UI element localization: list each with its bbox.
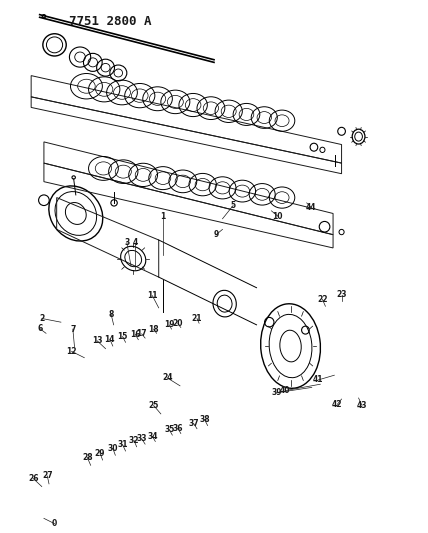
Text: 23: 23 xyxy=(336,290,347,299)
Text: 24: 24 xyxy=(162,373,172,382)
Text: 41: 41 xyxy=(313,375,324,384)
Text: 33: 33 xyxy=(137,434,147,443)
Text: 35: 35 xyxy=(164,425,175,434)
Text: 6: 6 xyxy=(37,324,42,333)
Text: 4: 4 xyxy=(133,238,138,247)
Text: 27: 27 xyxy=(42,471,53,480)
Text: 43: 43 xyxy=(357,401,367,410)
Text: 13: 13 xyxy=(92,336,102,345)
Text: 18: 18 xyxy=(149,325,159,334)
Text: 9: 9 xyxy=(214,230,219,239)
Text: 21: 21 xyxy=(192,314,202,323)
Text: 31: 31 xyxy=(117,440,128,449)
Text: 11: 11 xyxy=(147,291,158,300)
Text: 7: 7 xyxy=(70,325,75,334)
Text: 7751 2800 A: 7751 2800 A xyxy=(69,14,152,28)
Text: 8: 8 xyxy=(108,310,114,319)
Text: 34: 34 xyxy=(147,432,158,441)
Text: 20: 20 xyxy=(172,319,183,328)
Text: 5: 5 xyxy=(231,201,236,210)
Text: 3: 3 xyxy=(124,238,129,247)
Text: 42: 42 xyxy=(332,400,342,409)
Text: 37: 37 xyxy=(188,419,199,428)
Text: 25: 25 xyxy=(149,401,159,410)
Text: 16: 16 xyxy=(130,330,140,339)
Text: 39: 39 xyxy=(272,388,282,397)
Text: 0: 0 xyxy=(52,519,57,528)
Text: 38: 38 xyxy=(199,415,210,424)
Text: 19: 19 xyxy=(164,320,175,329)
Text: 28: 28 xyxy=(82,453,92,462)
Text: 1: 1 xyxy=(160,212,166,221)
Text: 12: 12 xyxy=(66,347,77,356)
Text: 36: 36 xyxy=(172,424,183,433)
Text: 2: 2 xyxy=(39,314,45,323)
Text: 26: 26 xyxy=(28,474,39,483)
Text: 32: 32 xyxy=(129,436,139,445)
Text: 14: 14 xyxy=(104,335,115,344)
Text: 29: 29 xyxy=(95,449,105,458)
Text: 22: 22 xyxy=(317,295,328,304)
Text: 30: 30 xyxy=(107,444,118,453)
Text: 10: 10 xyxy=(273,212,283,221)
Text: 17: 17 xyxy=(137,329,147,338)
Text: 44: 44 xyxy=(306,203,316,212)
Text: 15: 15 xyxy=(117,332,128,341)
Text: 40: 40 xyxy=(280,386,291,395)
